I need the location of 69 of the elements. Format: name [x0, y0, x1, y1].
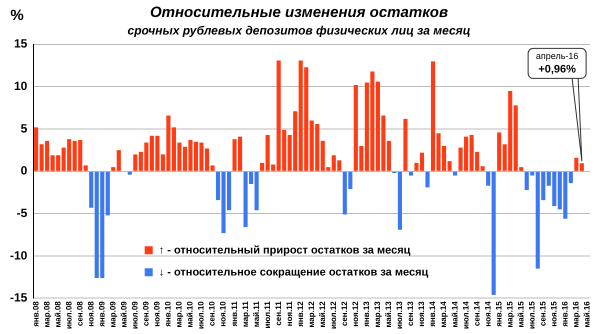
bar: [425, 172, 430, 188]
x-tick-label: янв.10: [164, 300, 173, 327]
x-tick-label: май.09: [120, 300, 129, 328]
x-tick-label: мар.14: [439, 300, 448, 328]
x-tick-label: май.16: [582, 300, 592, 328]
y-tick-label: -10: [10, 248, 28, 262]
bar: [403, 118, 408, 171]
y-tick-label: 5: [20, 121, 28, 136]
x-tick-label: мар.16: [572, 300, 581, 328]
x-tick-label: ноя.14: [483, 300, 492, 327]
x-tick-label: июл.08: [64, 300, 74, 330]
x-tick-label: май.15: [516, 300, 526, 328]
x-tick-label: июл.14: [461, 300, 470, 330]
x-tick-label: мар.13: [373, 300, 382, 328]
x-tick-label: янв.13: [362, 300, 372, 327]
chart-title: Относительные изменения остатков: [150, 4, 448, 22]
x-tick-label: июл.13: [395, 300, 404, 330]
x-tick-label: мар.08: [42, 300, 52, 328]
x-tick-label: янв.08: [31, 300, 40, 327]
y-axis-title: %: [10, 7, 24, 24]
x-tick-label: янв.15: [494, 300, 504, 327]
annotation: апрель-16 +0,96%: [536, 50, 578, 76]
x-tick-label: сен.08: [75, 300, 84, 326]
x-tick-label: янв.12: [296, 300, 305, 327]
x-tick-label: янв.11: [230, 300, 239, 326]
y-tick-label: 10: [14, 79, 28, 94]
x-tick-label: мар.11: [240, 300, 250, 328]
x-tick-label: ноя.10: [218, 300, 228, 327]
legend-label: ↑ - относительный прирост остатков за месяц: [158, 244, 411, 256]
x-tick-label: мар.10: [174, 300, 184, 328]
y-tick-label: 15: [14, 36, 28, 51]
x-tick-label: мар.09: [108, 300, 118, 328]
x-tick-label: ноя.09: [152, 300, 162, 327]
x-tick-label: ноя.12: [351, 300, 360, 327]
x-tick-label: май.11: [252, 300, 261, 328]
x-tick-label: янв.16: [560, 300, 570, 327]
bar: [128, 172, 132, 175]
x-tick-label: май.10: [186, 300, 195, 328]
x-tick-label: ноя.13: [417, 300, 426, 327]
x-tick-label: сен.10: [208, 300, 217, 326]
x-tick-label: июл.09: [130, 300, 140, 330]
x-tick-label: сен.14: [472, 300, 482, 326]
x-tick-label: июл.11: [262, 300, 272, 329]
x-tick-label: мар.12: [306, 300, 316, 328]
x-tick-label: сен.11: [274, 300, 283, 326]
bar: [453, 172, 458, 176]
x-tick-label: июл.15: [527, 300, 536, 330]
x-tick-label: сен.12: [340, 300, 350, 326]
y-tick-label: -15: [10, 290, 28, 305]
x-tick-label: янв.14: [428, 300, 438, 327]
y-tick-label: -5: [16, 206, 28, 220]
x-tick-label: июл.12: [328, 300, 338, 330]
chart-subtitle: срочных рублевых депозитов физических лиц за месяц: [128, 24, 471, 38]
x-tick-label: сен.15: [538, 300, 548, 326]
y-tick-label: 0: [20, 164, 28, 178]
x-tick-label: май.12: [318, 300, 327, 328]
x-tick-label: май.14: [450, 300, 460, 328]
x-tick-label: ноя.11: [284, 300, 294, 326]
x-tick-label: май.13: [384, 300, 394, 328]
x-tick-label: янв.09: [97, 300, 106, 327]
x-tick-label: мар.15: [505, 300, 514, 328]
x-tick-label: май.08: [53, 300, 62, 328]
x-tick-label: сен.09: [142, 300, 151, 326]
legend-label: ↓ - относительное сокращение остатков за месяц: [158, 266, 428, 278]
x-tick-label: ноя.08: [86, 300, 96, 327]
x-tick-label: ноя.15: [549, 300, 558, 327]
x-tick-label: июл.10: [196, 300, 206, 330]
bar: [408, 172, 414, 176]
x-tick-label: сен.13: [406, 300, 416, 326]
